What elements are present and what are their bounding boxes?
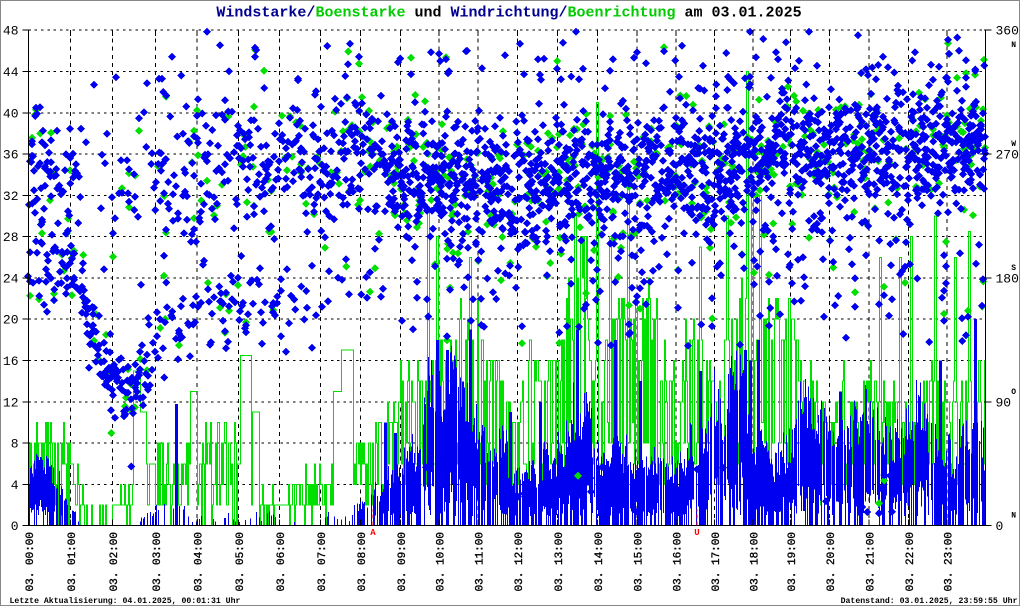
- svg-text:U: U: [694, 528, 699, 538]
- svg-text:03. 14:00: 03. 14:00: [594, 532, 606, 591]
- svg-text:16: 16: [3, 354, 19, 369]
- svg-text:03. 05:00: 03. 05:00: [235, 532, 247, 591]
- svg-text:28: 28: [3, 230, 19, 245]
- svg-text:03. 23:00: 03. 23:00: [944, 532, 956, 591]
- svg-text:12: 12: [3, 395, 19, 410]
- svg-text:03. 18:00: 03. 18:00: [750, 532, 762, 591]
- svg-text:40: 40: [3, 106, 19, 121]
- svg-text:N: N: [1011, 512, 1016, 521]
- svg-text:03. 06:00: 03. 06:00: [276, 532, 288, 591]
- svg-text:Windstarke/Boenstarke und Wind: Windstarke/Boenstarke und Windrichtung/B…: [216, 5, 801, 22]
- svg-text:4: 4: [11, 478, 19, 493]
- svg-text:03. 20:00: 03. 20:00: [826, 532, 838, 591]
- svg-text:8: 8: [11, 437, 19, 452]
- svg-text:03. 11:00: 03. 11:00: [474, 532, 486, 591]
- svg-text:03. 04:00: 03. 04:00: [194, 532, 206, 591]
- svg-text:270: 270: [996, 148, 1019, 163]
- svg-text:03. 16:00: 03. 16:00: [673, 532, 685, 591]
- svg-text:N: N: [1011, 41, 1016, 50]
- svg-text:O: O: [1011, 388, 1016, 397]
- svg-text:03. 08:00: 03. 08:00: [357, 532, 369, 591]
- svg-text:03. 19:00: 03. 19:00: [787, 532, 799, 591]
- svg-text:90: 90: [996, 395, 1012, 410]
- svg-text:03. 09:00: 03. 09:00: [397, 532, 409, 591]
- svg-text:03. 13:00: 03. 13:00: [554, 532, 566, 591]
- svg-text:Letzte Aktualisierung: 04.01.2: Letzte Aktualisierung: 04.01.2025, 00:01…: [10, 596, 241, 606]
- svg-text:A: A: [370, 528, 376, 538]
- svg-text:24: 24: [3, 272, 19, 287]
- svg-text:03. 22:00: 03. 22:00: [905, 532, 917, 591]
- svg-text:48: 48: [3, 24, 19, 39]
- svg-text:44: 44: [3, 65, 19, 80]
- svg-text:0: 0: [996, 519, 1004, 534]
- svg-text:180: 180: [996, 272, 1019, 287]
- svg-text:W: W: [1011, 140, 1016, 149]
- svg-text:03. 12:00: 03. 12:00: [514, 532, 526, 591]
- svg-text:Datenstand: 03.01.2025, 23:59:: Datenstand: 03.01.2025, 23:59:55 Uhr: [841, 596, 1018, 606]
- svg-text:03. 00:00: 03. 00:00: [25, 532, 37, 591]
- svg-text:32: 32: [3, 189, 19, 204]
- svg-text:S: S: [1011, 264, 1016, 273]
- svg-text:20: 20: [3, 313, 19, 328]
- svg-text:03. 01:00: 03. 01:00: [67, 532, 79, 591]
- svg-text:0: 0: [11, 519, 19, 534]
- svg-text:03. 07:00: 03. 07:00: [317, 532, 329, 591]
- svg-text:360: 360: [996, 24, 1019, 39]
- svg-text:03. 15:00: 03. 15:00: [634, 532, 646, 591]
- svg-text:03. 02:00: 03. 02:00: [109, 532, 121, 591]
- svg-text:36: 36: [3, 148, 19, 163]
- svg-text:03. 10:00: 03. 10:00: [435, 532, 447, 591]
- svg-text:03. 21:00: 03. 21:00: [865, 532, 877, 591]
- svg-text:03. 17:00: 03. 17:00: [711, 532, 723, 591]
- svg-text:03. 03:00: 03. 03:00: [152, 532, 164, 591]
